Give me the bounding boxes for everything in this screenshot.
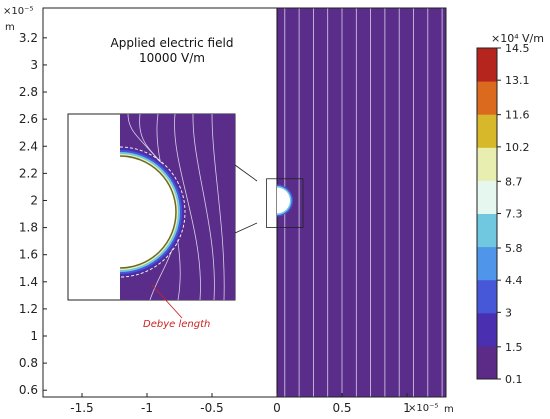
colorbar-multiplier: ×10⁴ [491, 32, 519, 45]
x-tick-label: -0.5 [200, 401, 223, 415]
x-tick-label: 0.5 [332, 401, 351, 415]
y-tick-label: 3 [30, 58, 38, 72]
y-unit: m [5, 22, 15, 33]
x-tick-label: 1 [403, 401, 411, 415]
colorbar-tick-label: 11.6 [505, 109, 530, 122]
y-tick-label: 1.6 [19, 248, 38, 262]
colorbar-band [477, 48, 497, 82]
x-multiplier: ×10⁻⁵ [408, 403, 438, 414]
colorbar: ×10⁴ V/m 14.5 13.1 11.6 10.2 8.7 7.3 5.8 4.4 3 1.… [476, 32, 544, 386]
debye-pointer-line [151, 284, 183, 319]
axes-frame [42, 7, 447, 398]
colorbar-band [477, 114, 497, 148]
colorbar-tick-label: 3 [505, 306, 512, 319]
y-multiplier: ×10⁻⁵ [3, 6, 33, 17]
hemisphere-main-core [277, 187, 290, 214]
colorbar-band [477, 246, 497, 281]
colorbar-tick-label: 10.2 [505, 141, 530, 154]
y-tick-label: 0.8 [19, 356, 38, 370]
colorbar-band [477, 180, 497, 214]
annotation-line-1: Applied electric field [111, 36, 234, 50]
field-domain [276, 8, 446, 397]
colorbar-band [477, 279, 497, 314]
y-axis: 0.6 0.8 1 1.2 1.4 1.6 1.8 2 2.2 2.4 2.6 2.8 3 3.2 [19, 31, 47, 397]
y-tick-label: 2 [30, 193, 38, 207]
zoom-inset: Debye length [67, 113, 236, 330]
colorbar-band [477, 345, 497, 380]
annotation-line-2: 10000 V/m [139, 51, 205, 65]
colorbar-tick-label: 8.7 [505, 175, 523, 188]
hemisphere-particle [119, 148, 184, 276]
x-tick-label: -1 [141, 401, 153, 415]
domain-fill [277, 8, 446, 397]
y-tick-label: 2.6 [19, 112, 38, 126]
colorbar-unit: V/m [522, 32, 544, 45]
colorbar-band [477, 312, 497, 347]
colorbar-band [477, 147, 497, 181]
x-tick-label: 0 [273, 401, 281, 415]
zoom-box [266, 178, 304, 228]
y-tick-label: 3.2 [19, 31, 38, 45]
debye-length-label: Debye length [143, 319, 210, 330]
debye-length-contour [119, 146, 186, 278]
zoom-connectors [234, 164, 304, 234]
inset-field-line [174, 114, 201, 300]
inset-field-line [192, 114, 215, 300]
colorbar-tick-label: 14.5 [505, 42, 530, 55]
colorbar-band [477, 213, 497, 248]
y-tick-label: 0.6 [19, 383, 38, 397]
x-axis: -1.5 -1 -0.5 0 0.5 1 [70, 393, 411, 415]
colorbar-tick-label: 1.5 [505, 341, 523, 354]
y-tick-label: 1 [30, 329, 38, 343]
y-tick-label: 1.4 [19, 275, 38, 289]
y-tick-label: 1.8 [19, 221, 38, 235]
colorbar-tick-label: 7.3 [505, 208, 523, 221]
y-tick-label: 1.2 [19, 302, 38, 316]
x-unit: m [444, 404, 454, 415]
colorbar-tick-label: 5.8 [505, 242, 523, 255]
y-tick-label: 2.8 [19, 85, 38, 99]
y-tick-label: 2.4 [19, 139, 38, 153]
colorbar-band [477, 81, 497, 115]
y-tick-label: 2.2 [19, 166, 38, 180]
colorbar-tick-label: 4.4 [505, 274, 523, 287]
colorbar-tick-label: 0.1 [505, 373, 523, 386]
x-tick-label: -1.5 [70, 401, 93, 415]
colorbar-tick-label: 13.1 [505, 74, 530, 87]
inset-field-line [211, 114, 225, 300]
